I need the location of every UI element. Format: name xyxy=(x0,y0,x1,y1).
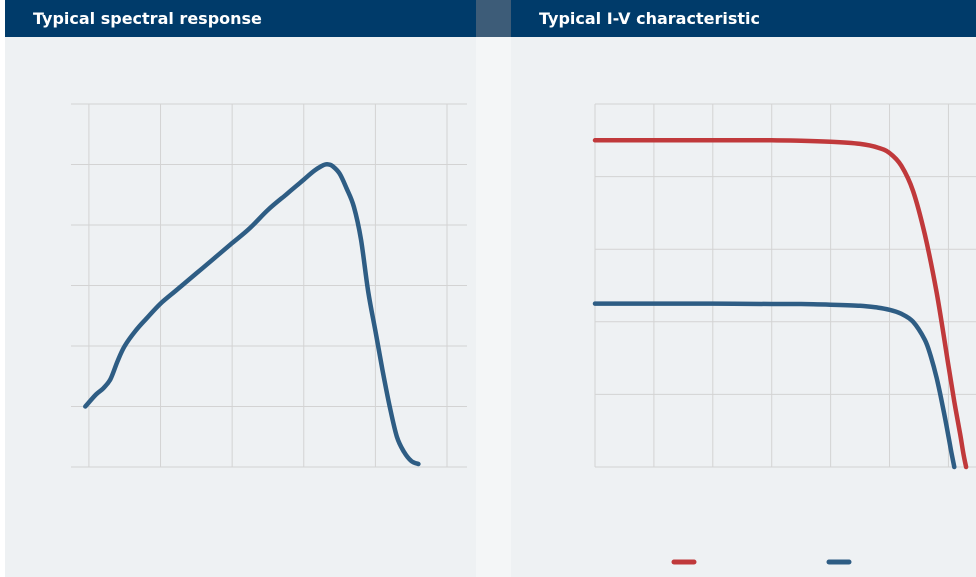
iv-characteristic-chart xyxy=(592,103,976,565)
panel-divider-header xyxy=(476,0,511,37)
series-line xyxy=(592,301,957,470)
spectral-response-header: Typical spectral response xyxy=(5,0,476,37)
iv-characteristic-panel: Typical I-V characteristic xyxy=(511,0,976,577)
spectral-response-panel: Typical spectral response xyxy=(5,0,476,577)
series-line xyxy=(83,162,421,467)
spectral-response-chart xyxy=(71,103,467,468)
panel-divider xyxy=(476,0,511,577)
iv-characteristic-header: Typical I-V characteristic xyxy=(511,0,976,37)
series-line xyxy=(592,138,969,470)
